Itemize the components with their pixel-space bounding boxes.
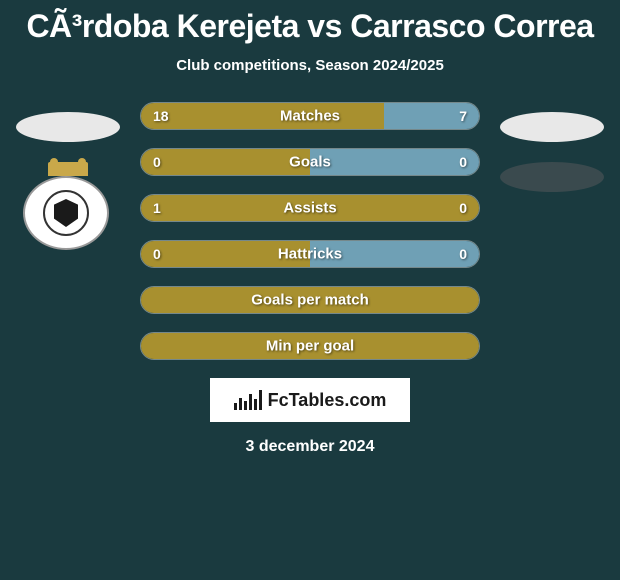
stat-bar: Goals per match xyxy=(140,286,480,314)
stat-left-value: 18 xyxy=(153,108,169,124)
stat-label: Goals xyxy=(289,154,331,171)
stat-left-value: 1 xyxy=(153,200,161,216)
left-flag-icon xyxy=(16,112,120,142)
stat-left-value: 0 xyxy=(153,154,161,170)
stat-bar: 18 7 Matches xyxy=(140,102,480,130)
stat-bar-left-seg xyxy=(141,103,384,129)
stat-label: Matches xyxy=(280,108,340,125)
comparison-area: 18 7 Matches 0 0 Goals 1 0 Assists 0 0 Hattricks Goa… xyxy=(0,102,620,456)
stat-label: Assists xyxy=(283,200,336,217)
left-column xyxy=(8,112,128,252)
stat-right-value: 0 xyxy=(459,200,467,216)
stat-right-value: 0 xyxy=(459,246,467,262)
subtitle: Club competitions, Season 2024/2025 xyxy=(0,57,620,74)
stat-bar: Min per goal xyxy=(140,332,480,360)
stat-label: Hattricks xyxy=(278,246,342,263)
stat-bar: 0 0 Hattricks xyxy=(140,240,480,268)
right-column xyxy=(492,112,612,192)
date-label: 3 december 2024 xyxy=(0,438,620,456)
fctables-logo-icon xyxy=(234,390,262,410)
stat-bar: 0 0 Goals xyxy=(140,148,480,176)
right-flag-icon xyxy=(500,112,604,142)
stat-right-value: 7 xyxy=(459,108,467,124)
left-club-badge-icon xyxy=(23,162,113,252)
right-club-badge-icon xyxy=(500,162,604,192)
stat-bar-right-seg xyxy=(310,149,479,175)
stat-left-value: 0 xyxy=(153,246,161,262)
stat-label: Min per goal xyxy=(266,338,354,355)
stat-bars-container: 18 7 Matches 0 0 Goals 1 0 Assists 0 0 Hattricks Goa… xyxy=(140,102,480,360)
stat-label: Goals per match xyxy=(251,292,369,309)
page-title: CÃ³rdoba Kerejeta vs Carrasco Correa xyxy=(0,0,620,45)
fctables-text: FcTables.com xyxy=(268,390,387,411)
stat-bar-left-seg xyxy=(141,149,310,175)
stat-bar: 1 0 Assists xyxy=(140,194,480,222)
stat-right-value: 0 xyxy=(459,154,467,170)
fctables-brand: FcTables.com xyxy=(210,378,410,422)
